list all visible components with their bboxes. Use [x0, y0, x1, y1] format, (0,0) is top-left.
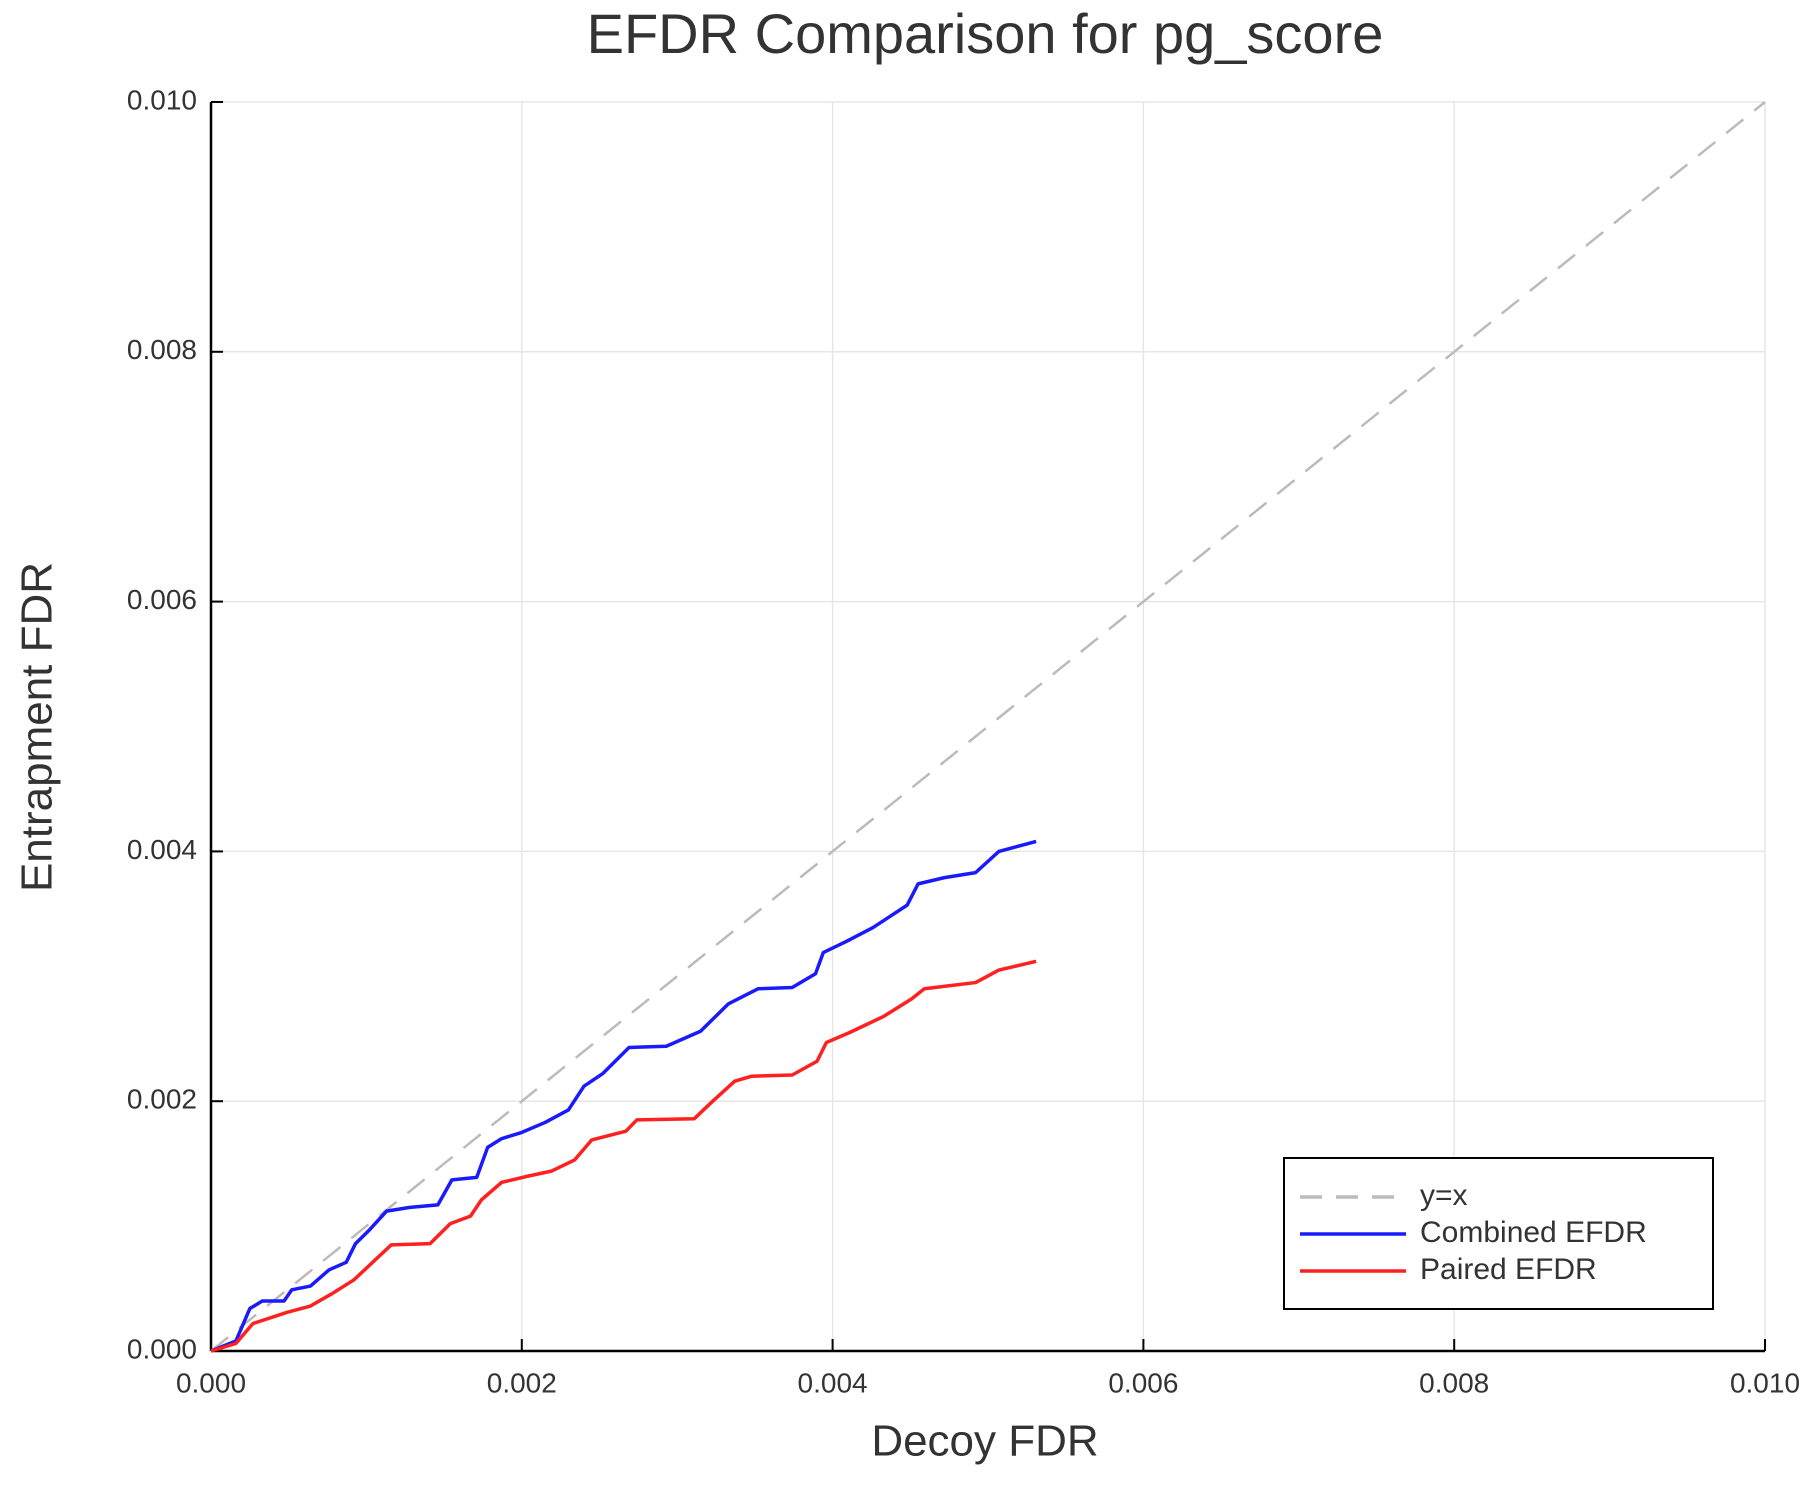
series-line	[210, 959, 1037, 1353]
y-tick-label: 0.006	[127, 584, 197, 615]
x-tick-label: 0.008	[1419, 1367, 1489, 1398]
y-tick-label: 0.002	[127, 1084, 197, 1115]
legend-label: Paired EFDR	[1420, 1253, 1597, 1286]
chart-title: EFDR Comparison for pg_score	[587, 2, 1384, 65]
x-axis-label: Decoy FDR	[871, 1417, 1098, 1466]
x-tick-label: 0.004	[798, 1367, 868, 1398]
series-line	[210, 101, 1766, 1352]
y-tick-label: 0.008	[127, 334, 197, 365]
legend-label: y=x	[1420, 1179, 1468, 1212]
legend-label: Combined EFDR	[1420, 1216, 1647, 1249]
x-tick-label: 0.006	[1108, 1367, 1178, 1398]
x-tick-label: 0.002	[487, 1367, 557, 1398]
y-tick-label: 0.004	[127, 834, 197, 865]
x-tick-label: 0.000	[176, 1367, 246, 1398]
y-axis-label: Entrapment FDR	[13, 562, 62, 892]
y-tick-label: 0.010	[127, 84, 197, 115]
x-tick-label: 0.010	[1730, 1367, 1800, 1398]
y-tick-label: 0.000	[127, 1333, 197, 1364]
series-line	[210, 839, 1037, 1353]
